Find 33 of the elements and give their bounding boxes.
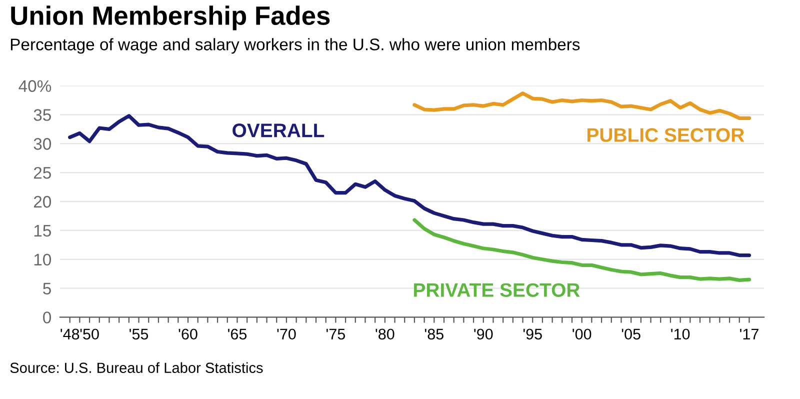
y-tick-label: 35 <box>34 109 51 121</box>
y-tick-label: 0 <box>43 312 52 324</box>
y-tick-label: 15 <box>34 224 51 237</box>
y-tick-label: 10 <box>34 254 52 266</box>
x-tick-label: '10 <box>671 328 690 340</box>
source-note: Source: U.S. Bureau of Labor Statistics <box>10 362 263 373</box>
x-tick-label: '95 <box>523 328 542 340</box>
x-tick-label: '70 <box>277 328 296 340</box>
y-tick-label: 5 <box>43 282 51 294</box>
x-tick-label: '90 <box>474 328 493 340</box>
line-series <box>412 92 752 120</box>
x-tick-label: '17 <box>740 328 758 340</box>
y-tick-label: 20 <box>34 196 52 208</box>
series-label: PUBLIC SECTOR <box>588 128 744 142</box>
x-tick-label: '65 <box>228 328 247 340</box>
chart-subtitle: Percentage of wage and salary workers in the U.S. who were union members <box>10 38 580 54</box>
y-tick-label: 40% <box>18 80 52 92</box>
x-tick-label: '05 <box>622 328 640 340</box>
x-tick-label: '75 <box>326 328 346 340</box>
x-tick-label: '50 <box>80 328 99 340</box>
chart-title: Union Membership Fades <box>11 6 330 30</box>
y-tick-label: 25 <box>34 166 51 179</box>
x-tick-label: '80 <box>376 328 394 340</box>
x-tick-label: '00 <box>572 328 592 340</box>
y-tick-label: 30 <box>34 138 52 150</box>
x-tick-label: '85 <box>424 328 444 340</box>
series-label: OVERALL <box>232 124 324 138</box>
x-tick-label: '55 <box>130 328 148 340</box>
line-series <box>68 114 752 258</box>
line-series <box>412 218 752 282</box>
x-tick-label: '60 <box>178 328 198 340</box>
x-tick-label: '48 <box>60 328 80 340</box>
series-label: PRIVATE SECTOR <box>414 283 580 297</box>
